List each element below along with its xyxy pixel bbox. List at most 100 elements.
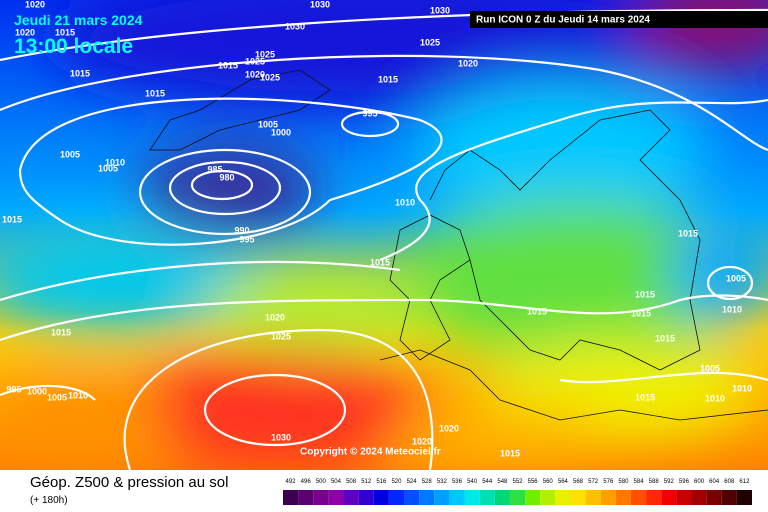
color-scale: 492 496 500 504 508 512 516 520 524 528 532 536 540 5… [283,479,752,505]
isobar-label: 1020 [15,27,35,37]
scale-swatch [585,490,601,505]
isobar-label: 1000 [27,386,47,396]
isobar-label: 1015 [70,68,90,78]
scale-swatch [661,490,677,505]
scale-label: 612 [739,479,750,485]
isobar-label: 995 [239,234,254,244]
scale-label: 600 [694,479,705,485]
scale-label: 492 [286,479,297,485]
scale-swatch [464,490,480,505]
isobar-label: 1015 [678,228,698,238]
scale-label: 604 [709,479,720,485]
isobar-label: 1015 [145,88,165,98]
isobar-label: 1015 [635,392,655,402]
isobar-label: 1005 [98,163,118,173]
scale-label: 516 [376,479,387,485]
scale-swatch [736,490,752,505]
scale-label: 540 [467,479,478,485]
isobar-label: 1000 [271,127,291,137]
scale-label: 500 [316,479,327,485]
isobar-label: 1015 [378,74,398,84]
scale-label: 536 [452,479,463,485]
forecast-date: Jeudi 21 mars 2024 [14,12,143,28]
isobar-label: 1025 [271,331,291,341]
isobar-label: 985 [207,164,222,174]
scale-swatch [691,490,707,505]
isobar-label: 990 [234,225,249,235]
scale-swatch [646,490,662,505]
map-background [0,0,768,475]
isobar-label: 1030 [271,432,291,442]
scale-swatch [494,490,510,505]
scale-label: 552 [512,479,523,485]
isobar-label: 1005 [60,149,80,159]
scale-swatch [615,490,631,505]
isobar-label: 1005 [47,392,67,402]
isobar-label: 1015 [500,448,520,458]
isobar-label: 1005 [726,273,746,283]
isobar-label: 1020 [25,0,45,9]
isobar-label: 1025 [260,72,280,82]
scale-swatch [555,490,571,505]
copyright: Copyright © 2024 Meteociel.fr [300,447,441,458]
isobar-label: 1005 [700,363,720,373]
scale-label: 576 [603,479,614,485]
scale-swatch [540,490,556,505]
isobar-label: 1025 [420,37,440,47]
scale-label: 572 [588,479,599,485]
scale-label: 588 [649,479,660,485]
scale-swatch [479,490,495,505]
scale-swatch [570,490,586,505]
scale-swatch [404,490,420,505]
isobar-label: 1010 [722,304,742,314]
scale-swatch [600,490,616,505]
scale-label: 532 [437,479,448,485]
scale-label: 568 [573,479,584,485]
footer-subtitle: (+ 180h) [30,495,68,506]
scale-label: 496 [301,479,312,485]
isobar-label: 1020 [458,58,478,68]
isobar-label: 1015 [370,257,390,267]
scale-label: 504 [331,479,342,485]
isobar-label: 1015 [218,60,238,70]
isobar-label: 1010 [105,157,125,167]
isobar-label: 1030 [310,0,330,9]
scale-label: 512 [361,479,372,485]
scale-swatch [630,490,647,505]
scale-swatch [343,490,359,505]
isobar-label: 1025 [255,49,275,59]
scale-label: 548 [497,479,508,485]
scale-swatch [328,490,344,505]
scale-label: 564 [558,479,569,485]
isobar-label: 1020 [439,423,459,433]
scale-label: 524 [407,479,418,485]
isobar-label: 1030 [285,21,305,31]
isobar-label: 1015 [635,289,655,299]
coastlines [149,69,768,421]
scale-swatch [525,490,541,505]
isobar-label: 1015 [55,27,75,37]
footer-title: Géop. Z500 & pression au sol [30,474,228,491]
scale-label: 592 [664,479,675,485]
scale-swatch [283,490,299,505]
scale-swatch [676,490,692,505]
isobar-label: 1015 [527,306,547,316]
isobar-label: 1020 [265,312,285,322]
isobar-label: 1005 [258,119,278,129]
isobar-label: 1015 [655,333,675,343]
scale-label: 528 [422,479,433,485]
isobar-label: 1010 [705,393,725,403]
scale-swatch [449,490,465,505]
isobar-label: 1015 [51,327,71,337]
scale-swatch [358,490,374,505]
scale-label: 544 [482,479,493,485]
scale-swatch [388,490,405,505]
scale-label: 584 [634,479,645,485]
scale-label: 556 [528,479,539,485]
scale-swatch [298,490,314,505]
isobar-label: 1010 [395,197,415,207]
scale-swatch [419,490,435,505]
run-banner [470,11,768,28]
isobar-label: 1010 [68,390,88,400]
scale-swatch [509,490,526,505]
